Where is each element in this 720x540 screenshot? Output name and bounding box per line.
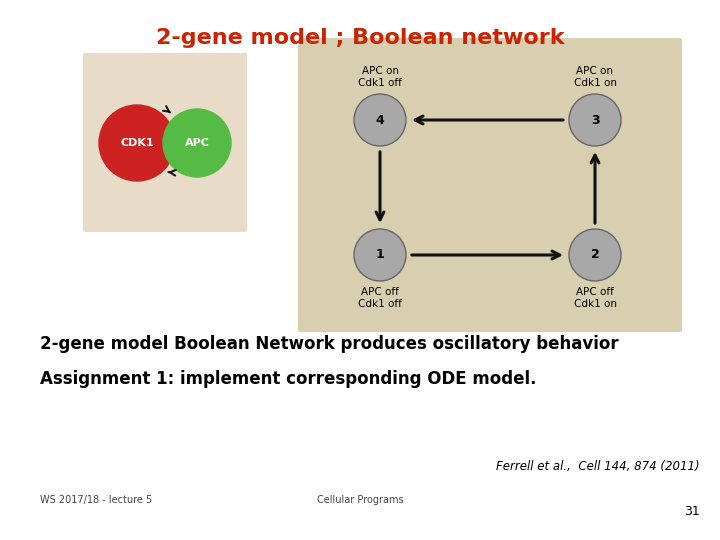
Text: 4: 4 [376, 113, 384, 126]
Text: APC off
Cdk1 off: APC off Cdk1 off [358, 287, 402, 308]
Text: 2-gene model ; Boolean network: 2-gene model ; Boolean network [156, 28, 564, 48]
Text: 2-gene model Boolean Network produces oscillatory behavior: 2-gene model Boolean Network produces os… [40, 335, 618, 353]
Circle shape [569, 94, 621, 146]
FancyBboxPatch shape [298, 38, 682, 332]
Circle shape [354, 229, 406, 281]
Text: Assignment 1: implement corresponding ODE model.: Assignment 1: implement corresponding OD… [40, 370, 536, 388]
Text: APC on
Cdk1 off: APC on Cdk1 off [358, 66, 402, 88]
FancyBboxPatch shape [83, 53, 247, 232]
Circle shape [354, 94, 406, 146]
Circle shape [99, 105, 175, 181]
Text: 1: 1 [376, 248, 384, 261]
Text: 2: 2 [590, 248, 599, 261]
Circle shape [163, 109, 231, 177]
Text: Ferrell et al.,  Cell 144, 874 (2011): Ferrell et al., Cell 144, 874 (2011) [496, 460, 700, 473]
Text: WS 2017/18 - lecture 5: WS 2017/18 - lecture 5 [40, 495, 152, 505]
Text: 31: 31 [684, 505, 700, 518]
Text: 3: 3 [590, 113, 599, 126]
Text: Cellular Programs: Cellular Programs [317, 495, 403, 505]
Text: APC on
Cdk1 on: APC on Cdk1 on [574, 66, 616, 88]
Text: APC off
Cdk1 on: APC off Cdk1 on [574, 287, 616, 308]
Circle shape [569, 229, 621, 281]
Text: CDK1: CDK1 [120, 138, 154, 148]
Text: APC: APC [184, 138, 210, 148]
